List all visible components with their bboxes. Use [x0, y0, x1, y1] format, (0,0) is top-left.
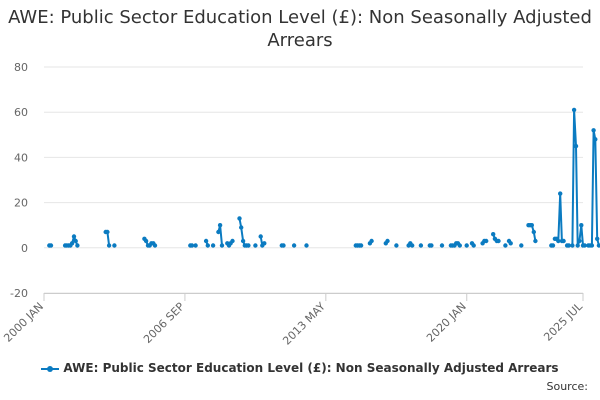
data-point[interactable] [262, 241, 267, 246]
data-point[interactable] [394, 243, 399, 248]
series-line [554, 192, 564, 242]
data-point[interactable] [217, 223, 223, 228]
data-point[interactable] [508, 241, 513, 246]
data-point[interactable] [112, 243, 117, 248]
data-point[interactable] [358, 243, 364, 248]
source-label: Source: [546, 380, 589, 393]
x-tick-label: 2025 JUL [541, 299, 585, 343]
data-point[interactable] [291, 243, 297, 248]
data-point[interactable] [210, 243, 216, 248]
y-tick-label: 0 [21, 242, 28, 255]
data-point[interactable] [230, 238, 235, 244]
y-tick-label: 60 [14, 106, 28, 119]
data-point[interactable] [105, 229, 110, 235]
data-point[interactable] [566, 243, 571, 248]
data-point[interactable] [579, 223, 584, 228]
data-point[interactable] [205, 243, 210, 248]
data-point[interactable] [240, 238, 246, 244]
data-point[interactable] [48, 243, 54, 248]
data-point[interactable] [595, 236, 600, 241]
data-point[interactable] [203, 238, 209, 244]
data-point[interactable] [503, 243, 508, 248]
data-point[interactable] [73, 238, 78, 244]
data-point[interactable] [570, 243, 575, 248]
gridlines: -20 0 20 40 60 80 [10, 61, 583, 300]
data-point[interactable] [556, 238, 561, 244]
data-point[interactable] [496, 238, 501, 244]
x-tick-label: 2006 SEP [141, 300, 187, 346]
data-point[interactable] [491, 232, 496, 237]
data-point[interactable] [429, 243, 434, 248]
data-point[interactable] [439, 243, 445, 248]
y-tick-label: 40 [14, 151, 28, 164]
y-tick-label: 20 [14, 197, 28, 210]
data-point[interactable] [484, 238, 489, 244]
data-point[interactable] [577, 238, 582, 244]
data-point[interactable] [71, 234, 77, 239]
series-layer [47, 107, 600, 248]
x-tick-label: 2000 JAN [1, 300, 46, 345]
data-point[interactable] [106, 243, 112, 248]
series-line [588, 129, 600, 247]
data-point[interactable] [143, 238, 149, 244]
data-point[interactable] [69, 241, 75, 246]
data-point[interactable] [189, 243, 195, 248]
data-point[interactable] [531, 229, 536, 235]
data-point[interactable] [239, 225, 244, 230]
series-line [217, 224, 223, 246]
data-point[interactable] [216, 229, 221, 235]
data-point[interactable] [258, 234, 263, 239]
data-point[interactable] [281, 243, 286, 248]
data-point[interactable] [193, 243, 198, 248]
data-point[interactable] [253, 243, 258, 248]
data-point[interactable] [237, 216, 242, 221]
y-tick-label: 80 [14, 61, 28, 74]
x-tick-label: 2020 JAN [424, 300, 469, 345]
data-point[interactable] [519, 243, 524, 248]
data-point[interactable] [410, 243, 415, 248]
data-point[interactable] [246, 243, 251, 248]
data-point[interactable] [464, 243, 469, 248]
data-point[interactable] [533, 238, 538, 244]
legend-label: AWE: Public Sector Education Level (£): … [63, 361, 559, 375]
legend-symbol [41, 363, 60, 375]
data-point[interactable] [457, 243, 462, 248]
data-point[interactable] [573, 143, 579, 149]
data-point[interactable] [571, 107, 577, 113]
data-point[interactable] [304, 243, 309, 248]
data-point[interactable] [550, 243, 556, 248]
data-point[interactable] [219, 243, 225, 248]
series [47, 107, 600, 248]
data-point[interactable] [561, 238, 566, 244]
data-point[interactable] [75, 243, 80, 248]
data-point[interactable] [369, 238, 374, 244]
data-point[interactable] [591, 128, 596, 133]
data-point[interactable] [471, 243, 476, 248]
data-point[interactable] [596, 243, 600, 248]
data-point[interactable] [593, 137, 598, 142]
data-point[interactable] [558, 191, 563, 196]
chart-title: AWE: Public Sector Education Level (£): … [8, 7, 592, 51]
data-point[interactable] [582, 243, 587, 248]
x-axis: 2000 JAN 2006 SEP 2013 MAY 2020 JAN 2025 JUL [1, 293, 586, 348]
series-line [571, 108, 585, 247]
y-tick-label: -20 [10, 287, 28, 300]
data-point[interactable] [152, 243, 158, 248]
data-point[interactable] [385, 238, 390, 244]
data-point[interactable] [529, 223, 534, 228]
data-point[interactable] [589, 243, 595, 248]
legend[interactable]: AWE: Public Sector Education Level (£): … [0, 361, 600, 375]
data-point[interactable] [418, 243, 424, 248]
data-point[interactable] [575, 243, 580, 248]
x-tick-label: 2013 MAY [280, 300, 328, 348]
